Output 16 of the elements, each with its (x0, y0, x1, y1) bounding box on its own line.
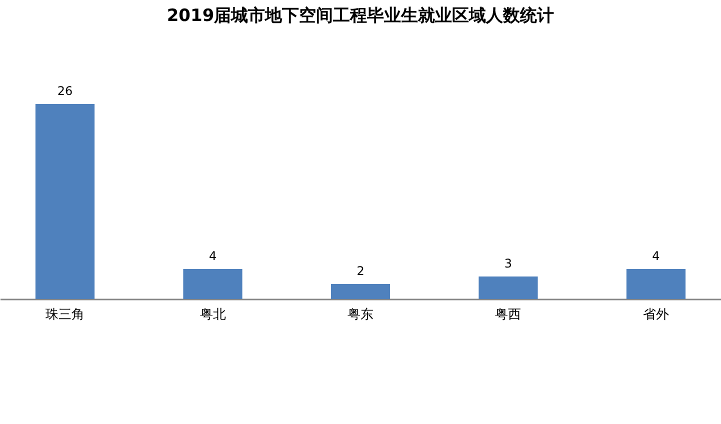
bar (330, 284, 390, 299)
data-label: 4 (652, 249, 660, 263)
x-tick-label: 粤西 (495, 308, 522, 322)
x-tick-label: 省外 (642, 308, 669, 322)
bar (183, 269, 242, 299)
chart-title: 2019届城市地下空间工程毕业生就业区域人数统计 (166, 6, 554, 26)
x-tick-label: 粤东 (348, 308, 374, 322)
bar (35, 104, 95, 299)
x-tick-label: 珠三角 (46, 308, 85, 322)
data-label: 2 (356, 264, 364, 278)
bar (478, 276, 538, 299)
x-tick-label: 粤北 (200, 308, 226, 322)
data-label: 4 (208, 249, 217, 263)
data-label: 3 (504, 256, 512, 270)
data-label: 26 (57, 84, 73, 98)
bar (626, 269, 686, 299)
